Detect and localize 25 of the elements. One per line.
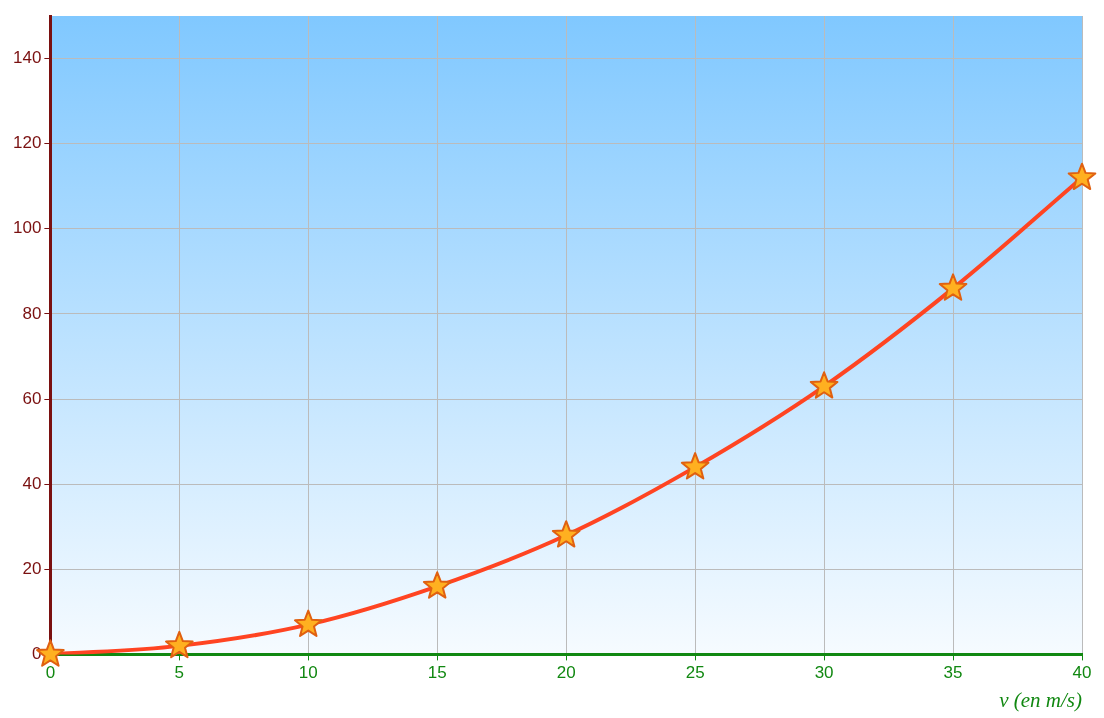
point	[551, 520, 581, 548]
point	[680, 452, 710, 480]
point	[422, 571, 452, 599]
point	[165, 630, 194, 659]
x-tick-label: 40	[1072, 663, 1092, 683]
x-tick-label: 0	[45, 663, 56, 683]
x-tick-label: 5	[174, 663, 185, 683]
y-tick-label: 120	[12, 133, 42, 153]
y-tick-label: 20	[22, 558, 42, 578]
x-axis-title: v (en m/s)	[999, 687, 1082, 712]
point	[809, 371, 839, 399]
y-tick-label: 60	[22, 388, 42, 408]
x-tick-label: 30	[814, 663, 834, 683]
x-tick-label: 10	[298, 663, 318, 683]
point	[938, 273, 968, 301]
y-tick-label: 140	[12, 48, 42, 68]
x-tick-label: 20	[556, 663, 576, 683]
y-tick-label: 100	[12, 218, 42, 238]
point	[293, 609, 323, 637]
x-tick-label: 25	[685, 663, 705, 683]
y-tick-label: 80	[22, 303, 42, 323]
y-tick-label: 40	[22, 473, 42, 493]
x-tick-label: 15	[427, 663, 447, 683]
x-tick-label: 35	[943, 663, 963, 683]
point	[1067, 162, 1097, 191]
